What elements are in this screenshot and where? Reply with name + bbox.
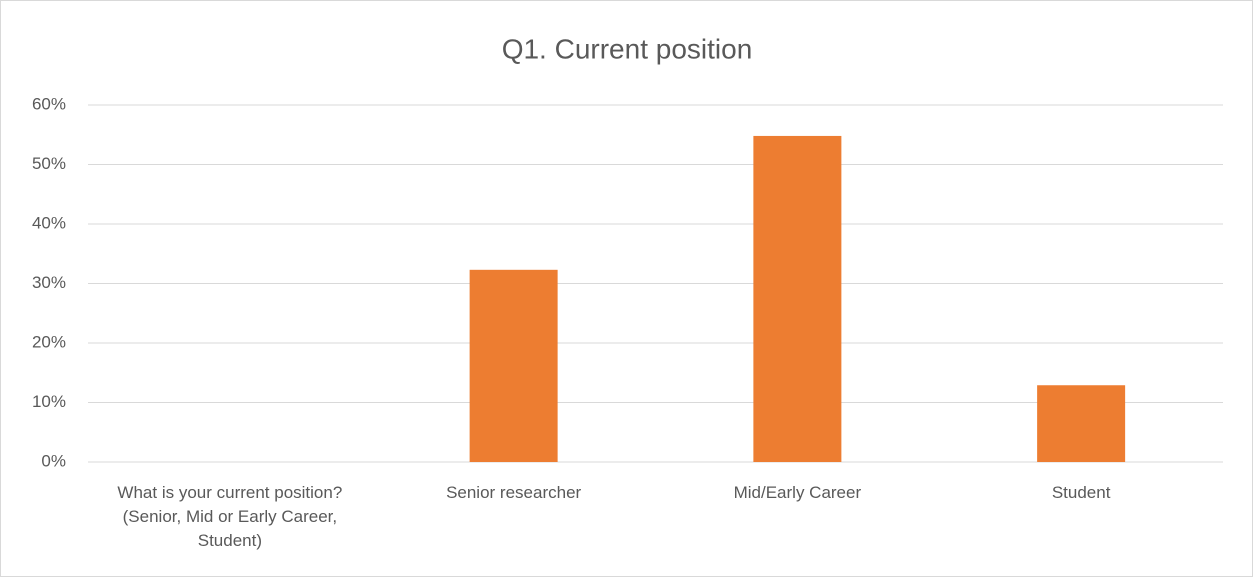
x-tick-label: Student <box>1051 483 1111 502</box>
y-tick-label: 0% <box>41 451 66 470</box>
chart-title: Q1. Current position <box>502 33 753 64</box>
y-tick-label: 50% <box>32 154 66 173</box>
x-tick-label: Senior researcher <box>446 483 582 502</box>
y-tick-label: 40% <box>32 213 66 232</box>
y-tick-label: 60% <box>32 94 66 113</box>
x-tick-label: What is your current position? (Senior, … <box>117 483 343 550</box>
bar <box>1037 385 1126 462</box>
y-tick-label: 20% <box>32 332 66 351</box>
bar <box>753 135 842 462</box>
y-tick-label: 30% <box>32 273 66 292</box>
x-tick-label: Mid/Early Career <box>733 483 862 502</box>
bar <box>469 269 558 462</box>
y-tick-label: 10% <box>32 392 66 411</box>
